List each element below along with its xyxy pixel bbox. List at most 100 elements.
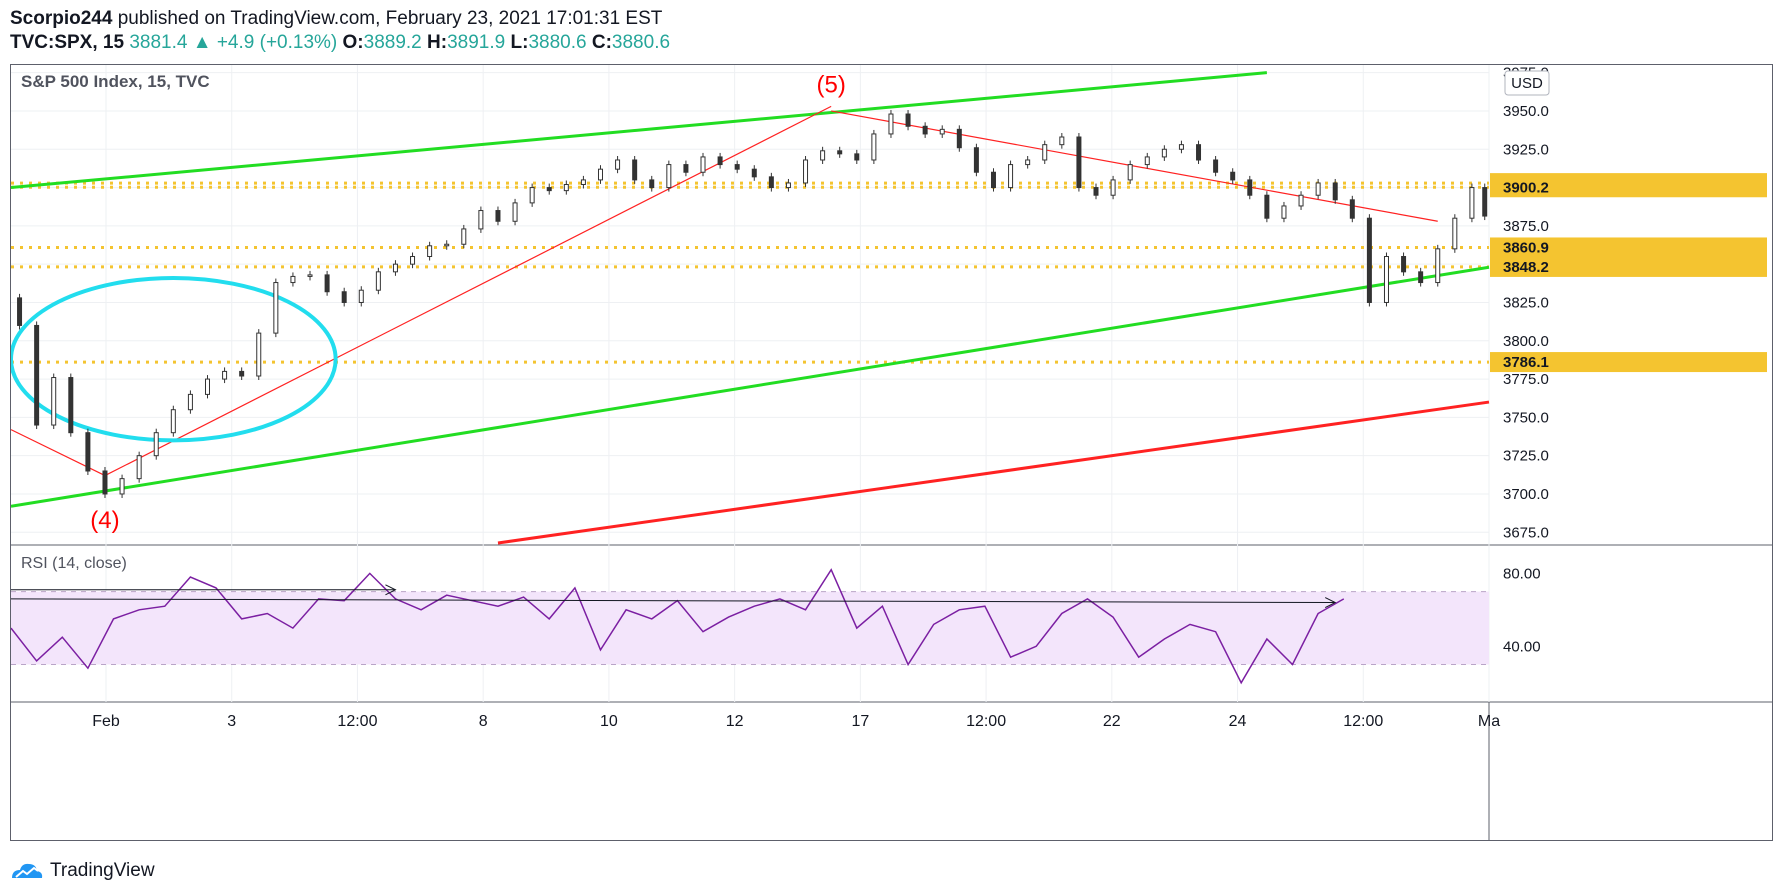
level-label: 3786.1 <box>1503 354 1549 371</box>
candle-body <box>461 228 467 245</box>
candle-body <box>324 274 330 293</box>
chart-canvas[interactable]: Feb 3 12:00 8 10 12 17 12:00 22 24 12:00 Ma 3675.0 37… <box>11 65 1772 840</box>
candle-body <box>427 245 433 258</box>
candle-body <box>358 289 364 303</box>
x-tick-label: Feb <box>92 713 120 730</box>
candle-body <box>375 271 381 291</box>
y-tick-label: 3725.0 <box>1503 448 1549 465</box>
y-tick-label: 3925.0 <box>1503 141 1549 158</box>
candle-body <box>1127 164 1133 181</box>
close-value: 3880.6 <box>611 32 671 53</box>
tradingview-logo-icon[interactable] <box>10 860 44 882</box>
candle-body <box>1281 205 1287 219</box>
candle-body <box>580 179 586 186</box>
rsi-arrow-line <box>11 598 1336 604</box>
candle-body <box>751 168 757 178</box>
x-tick-label: 10 <box>600 713 618 730</box>
candle-body <box>1332 182 1338 201</box>
candle-body <box>529 187 535 204</box>
candle-body <box>768 176 774 189</box>
candle-body <box>973 147 979 173</box>
candle-body <box>734 164 740 170</box>
x-tick-label: 3 <box>227 713 236 730</box>
publisher-name[interactable]: Scorpio244 <box>10 8 113 29</box>
level-label: 3900.2 <box>1503 179 1549 196</box>
published-text: published on TradingView.com, February 2… <box>117 8 663 29</box>
candle-body <box>939 128 945 135</box>
candle-body <box>170 409 176 434</box>
candle-body <box>1435 248 1441 284</box>
wave-label: (5) <box>816 72 845 99</box>
trendline-lower-channel <box>11 265 1490 508</box>
candle-body <box>1093 187 1099 196</box>
candle-body <box>1298 194 1304 207</box>
candle-body <box>871 133 877 161</box>
last-price: 3881.4 <box>129 32 188 53</box>
candle-body <box>1025 159 1031 166</box>
candle-body <box>1349 199 1355 219</box>
level-badge <box>1490 256 1767 277</box>
candle-body <box>1144 156 1150 166</box>
x-tick-label: 12 <box>726 713 744 730</box>
wave-label: (4) <box>90 507 119 534</box>
x-tick-label: 22 <box>1103 713 1121 730</box>
x-tick-label: 17 <box>851 713 869 730</box>
candle-body <box>1230 171 1236 181</box>
level-label: 3860.9 <box>1503 239 1549 256</box>
candle-body <box>341 291 347 303</box>
candle-body <box>683 164 689 173</box>
candle-body <box>495 210 501 222</box>
candle-body <box>102 470 108 495</box>
candle-body <box>1469 187 1475 219</box>
price-series <box>17 110 1488 498</box>
ohlc-line: TVC:SPX, 15 3881.4 ▲ +4.9 (+0.13%) O:388… <box>10 32 670 54</box>
x-tick-label: 12:00 <box>337 713 377 730</box>
candle-body <box>615 159 621 170</box>
close-label: C: <box>591 32 612 53</box>
rsi-label: RSI (14, close) <box>21 555 127 572</box>
level-badge <box>1490 352 1767 373</box>
trendline-resistance <box>831 110 1438 222</box>
y-tick-label: 3775.0 <box>1503 371 1549 388</box>
y-tick-label: 3750.0 <box>1503 409 1549 426</box>
low-value: 3880.6 <box>528 32 587 53</box>
candle-body <box>837 150 843 155</box>
candle-body <box>119 478 125 495</box>
y-tick-label: 3800.0 <box>1503 333 1549 350</box>
candle-body <box>85 432 91 472</box>
up-arrow-icon: ▲ <box>192 32 212 53</box>
y-tick-label: 3875.0 <box>1503 218 1549 235</box>
y-tick-label: 3700.0 <box>1503 486 1549 503</box>
candle-body <box>1042 144 1048 161</box>
candle-body <box>68 377 74 434</box>
candle-body <box>1452 217 1458 250</box>
candle-body <box>666 164 672 189</box>
change-value: +4.9 (+0.13%) <box>216 32 338 53</box>
candle-body <box>256 332 262 377</box>
y-tick-label: 3950.0 <box>1503 103 1549 120</box>
candle-body <box>290 275 296 284</box>
candle-body <box>410 256 416 265</box>
candle-body <box>888 113 894 135</box>
chart-frame[interactable]: Feb 3 12:00 8 10 12 17 12:00 22 24 12:00 Ma 3675.0 37… <box>10 64 1773 841</box>
brand-name[interactable]: TradingView <box>50 860 155 881</box>
candle-body <box>700 156 706 173</box>
open-value: 3889.2 <box>363 32 422 53</box>
low-label: L: <box>510 32 529 53</box>
high-label: H: <box>427 32 448 53</box>
y-tick-label: 3825.0 <box>1503 294 1549 311</box>
candle-body <box>1264 194 1270 219</box>
candle-body <box>222 370 228 380</box>
candle-body <box>905 113 911 127</box>
currency-label: USD <box>1511 75 1543 92</box>
candle-body <box>1418 271 1424 284</box>
level-label: 3848.2 <box>1503 259 1549 276</box>
candle-body <box>597 168 603 181</box>
highlight-circle <box>11 275 338 443</box>
currency-badge <box>1504 70 1550 96</box>
candle-body <box>632 159 638 181</box>
trendline-entry <box>11 429 106 477</box>
candle-body <box>1366 217 1372 303</box>
rsi-tick-label: 80.00 <box>1503 565 1541 582</box>
candle-body <box>512 202 518 222</box>
